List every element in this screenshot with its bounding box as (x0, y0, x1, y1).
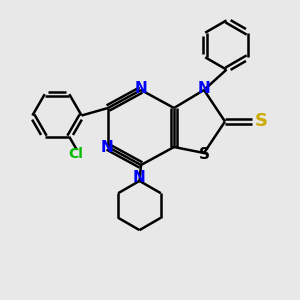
Text: N: N (100, 140, 113, 154)
Text: N: N (198, 81, 210, 96)
Text: Cl: Cl (68, 147, 83, 161)
Text: S: S (254, 112, 268, 130)
Text: S: S (199, 147, 209, 162)
Text: N: N (135, 81, 147, 96)
Text: N: N (133, 170, 146, 185)
